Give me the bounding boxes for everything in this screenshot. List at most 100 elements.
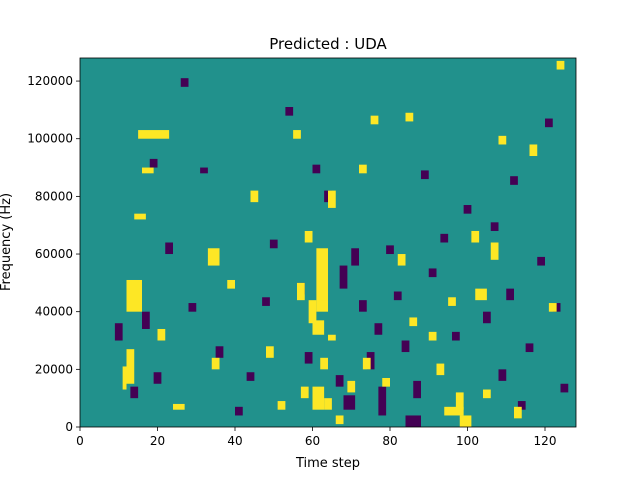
heatmap-cell-high [157,328,166,341]
heatmap-cell-high [428,331,437,341]
plot-area [79,57,577,428]
heatmap-cell-low [560,383,569,393]
heatmap-cell-high [134,213,146,220]
heatmap-cell-high [498,135,507,145]
heatmap-cell-high [490,242,499,260]
heatmap-cell-low [517,401,526,410]
heatmap-cell-high [138,130,170,139]
heatmap-cell-high [448,297,456,306]
heatmap-cell-low [269,239,278,249]
heatmap-cell-low [498,369,507,381]
heatmap-cell-high [362,357,371,370]
heatmap-cell-high [382,377,390,387]
y-tick-label: 80000 [35,189,73,203]
heatmap-cell-high [556,60,565,70]
heatmap-cell-high [142,167,154,174]
y-tick-label: 20000 [35,362,73,376]
heatmap-cell-low [386,245,394,255]
y-axis: 0 20000 40000 60000 80000 100000 120000 [27,74,80,434]
heatmap-cell-high [320,300,328,306]
heatmap-cell-low [421,170,429,180]
heatmap-cell-high [126,349,135,384]
heatmap-cell-high [347,380,356,393]
heatmap-cell-low [506,288,514,301]
heatmap-cell-low [545,118,553,128]
heatmap-cell-low [339,265,348,289]
heatmap-cell-high [475,288,487,301]
heatmap-cell-low [351,248,359,266]
x-tick-label: 60 [305,434,320,448]
heatmap-cell-high [277,401,286,410]
heatmap-cell-low [374,323,383,335]
x-tick-label: 120 [534,434,557,448]
heatmap-cell-high [316,248,329,312]
heatmap-cell-low [130,386,139,399]
heatmap-cell-low [428,268,437,278]
y-axis-label: Frequency (Hz) [0,193,14,291]
heatmap-cell-high [548,303,557,312]
heatmap-cell-low [200,167,208,174]
heatmap-cell-high [514,406,522,419]
y-tick-label: 100000 [27,132,73,146]
heatmap-cell-low [413,380,421,399]
heatmap-cell-high [459,415,472,427]
y-tick-label: 60000 [35,247,73,261]
x-axis-label: Time step [295,456,360,471]
heatmap-cell-low [378,386,387,416]
heatmap-cell-low [188,303,197,312]
x-tick-label: 0 [76,434,84,448]
heatmap-cell-high [370,115,379,125]
heatmap-cell-high [122,366,127,390]
heatmap-cell-high [324,398,332,410]
heatmap-cell-low [440,233,449,243]
heatmap-cell-high [320,357,328,370]
heatmap-cell-high [471,230,480,243]
heatmap-cell-high [293,130,301,139]
heatmap-cell-low [401,340,410,353]
heatmap-cell-high [173,403,185,410]
heatmap-cell-high [409,317,418,327]
heatmap-cell-low [304,352,313,364]
heatmap-cell-high [300,386,309,399]
heatmap-cell-low [490,222,499,231]
heatmap-cell-low [165,242,173,255]
heatmap-cell-low [343,395,356,410]
heatmap-cell-low [153,372,162,384]
heatmap-cell-high [308,300,317,324]
plot-frame [79,57,577,428]
y-tick-label: 40000 [35,305,73,319]
y-tick-label: 120000 [27,74,73,88]
heatmap-cell-high [436,363,445,376]
heatmap-cell-low [285,107,294,116]
heatmap-cell-low [312,164,321,174]
chart-title: Predicted : UDA [269,35,387,53]
heatmap-cell-low [149,158,158,168]
heatmap-cell-high [126,279,142,312]
heatmap-cell-high [444,406,464,416]
x-tick-label: 40 [227,434,242,448]
heatmap-cell-low [463,205,472,214]
heatmap-cell-high [335,415,344,425]
heatmap-cell-high [211,357,220,370]
heatmap-cell-high [297,282,305,301]
heatmap-cell-high [207,248,220,266]
heatmap-cell-low [262,297,270,306]
heatmap-cell-low [114,323,123,341]
heatmap-cell-low [142,311,150,329]
heatmap-cell-high [266,346,274,358]
heatmap-cell-low [452,331,460,341]
heatmap-cell-high [397,254,406,266]
heatmap-cell-high [483,389,491,399]
heatmap-cell-low [525,343,534,353]
x-axis: 0 20 40 60 80 100 120 [76,427,556,448]
heatmap-cell-low [393,291,402,301]
y-tick-label: 0 [65,420,73,434]
heatmap-cell-low [405,415,421,427]
heatmap-cell-high [312,386,325,410]
heatmap-cell-high [328,190,336,208]
x-tick-label: 20 [150,434,165,448]
heatmap-cell-high [328,334,336,341]
heatmap-cell-high [529,144,538,157]
heatmap-cell-high [359,164,367,174]
